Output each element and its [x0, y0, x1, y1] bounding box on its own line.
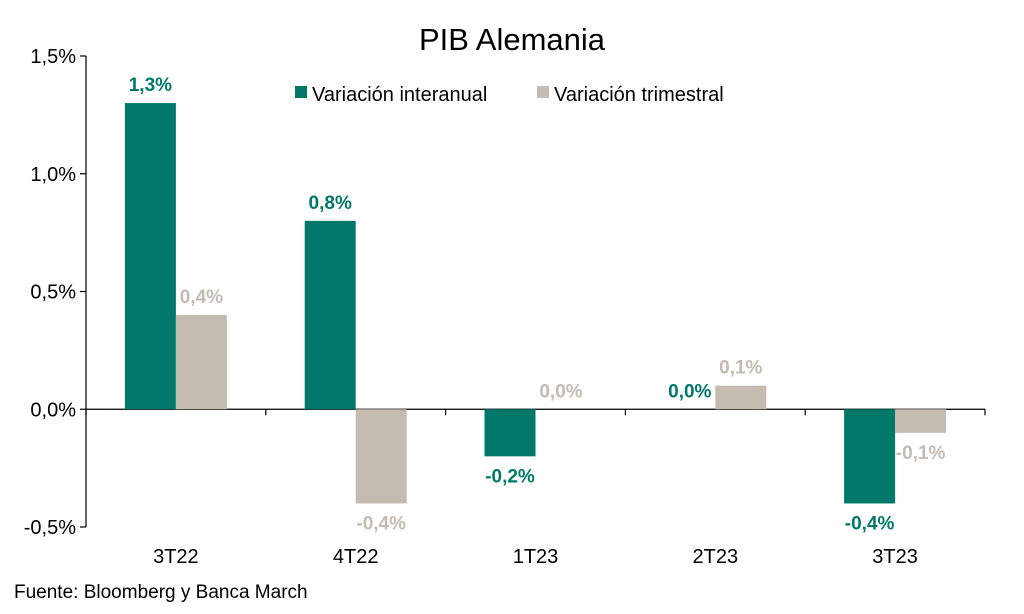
y-tick-label: 1,5% — [30, 46, 76, 68]
x-tick-label: 4T22 — [333, 546, 379, 568]
data-label-interanual: -0,4% — [845, 513, 895, 534]
y-tick-label: -0,5% — [24, 517, 76, 539]
bar-interanual — [484, 409, 536, 457]
data-label-trimestral: 0,0% — [539, 381, 582, 402]
data-label-interanual: 0,8% — [309, 193, 352, 214]
legend-swatch-interanual — [295, 86, 307, 98]
legend-label-trimestral: Variación trimestral — [554, 84, 724, 106]
y-tick-label: 0,5% — [30, 282, 76, 304]
legend-swatch-trimestral — [537, 86, 549, 98]
bar-trimestral — [175, 315, 227, 410]
data-label-interanual: 0,0% — [668, 381, 711, 402]
bar-interanual — [844, 409, 896, 504]
source-note: Fuente: Bloomberg y Banca March — [14, 582, 308, 603]
legend: Variación interanual Variación trimestra… — [295, 84, 724, 106]
data-label-interanual: -0,2% — [485, 466, 535, 487]
legend-label-interanual: Variación interanual — [312, 84, 487, 106]
data-label-trimestral: -0,4% — [356, 513, 406, 534]
x-tick-label: 1T23 — [513, 546, 559, 568]
bar-trimestral — [715, 385, 767, 410]
data-labels: 1,3% 0,8% -0,2% 0,0% -0,4% 0,4% -0,4% 0,0% 0,1% -… — [129, 75, 946, 534]
bar-interanual — [124, 103, 176, 410]
chart-title: PIB Alemania — [419, 22, 606, 57]
axes: 1,5% 1,0% 0,5% 0,0% -0,5% 3T22 4T22 1T23 2T23 3T2… — [24, 46, 986, 568]
bar-trimestral — [355, 409, 407, 504]
data-label-interanual: 1,3% — [129, 75, 172, 96]
data-label-trimestral: 0,1% — [719, 358, 762, 379]
data-label-trimestral: 0,4% — [180, 287, 223, 308]
data-label-trimestral: -0,1% — [896, 443, 946, 464]
bars — [124, 103, 947, 504]
x-tick-label: 3T23 — [872, 546, 918, 568]
x-tick-label: 2T23 — [693, 546, 739, 568]
y-tick-label: 0,0% — [30, 399, 76, 421]
y-tick-label: 1,0% — [30, 164, 76, 186]
bar-interanual — [304, 220, 356, 410]
bar-trimestral — [895, 409, 947, 433]
x-tick-label: 3T22 — [153, 546, 199, 568]
